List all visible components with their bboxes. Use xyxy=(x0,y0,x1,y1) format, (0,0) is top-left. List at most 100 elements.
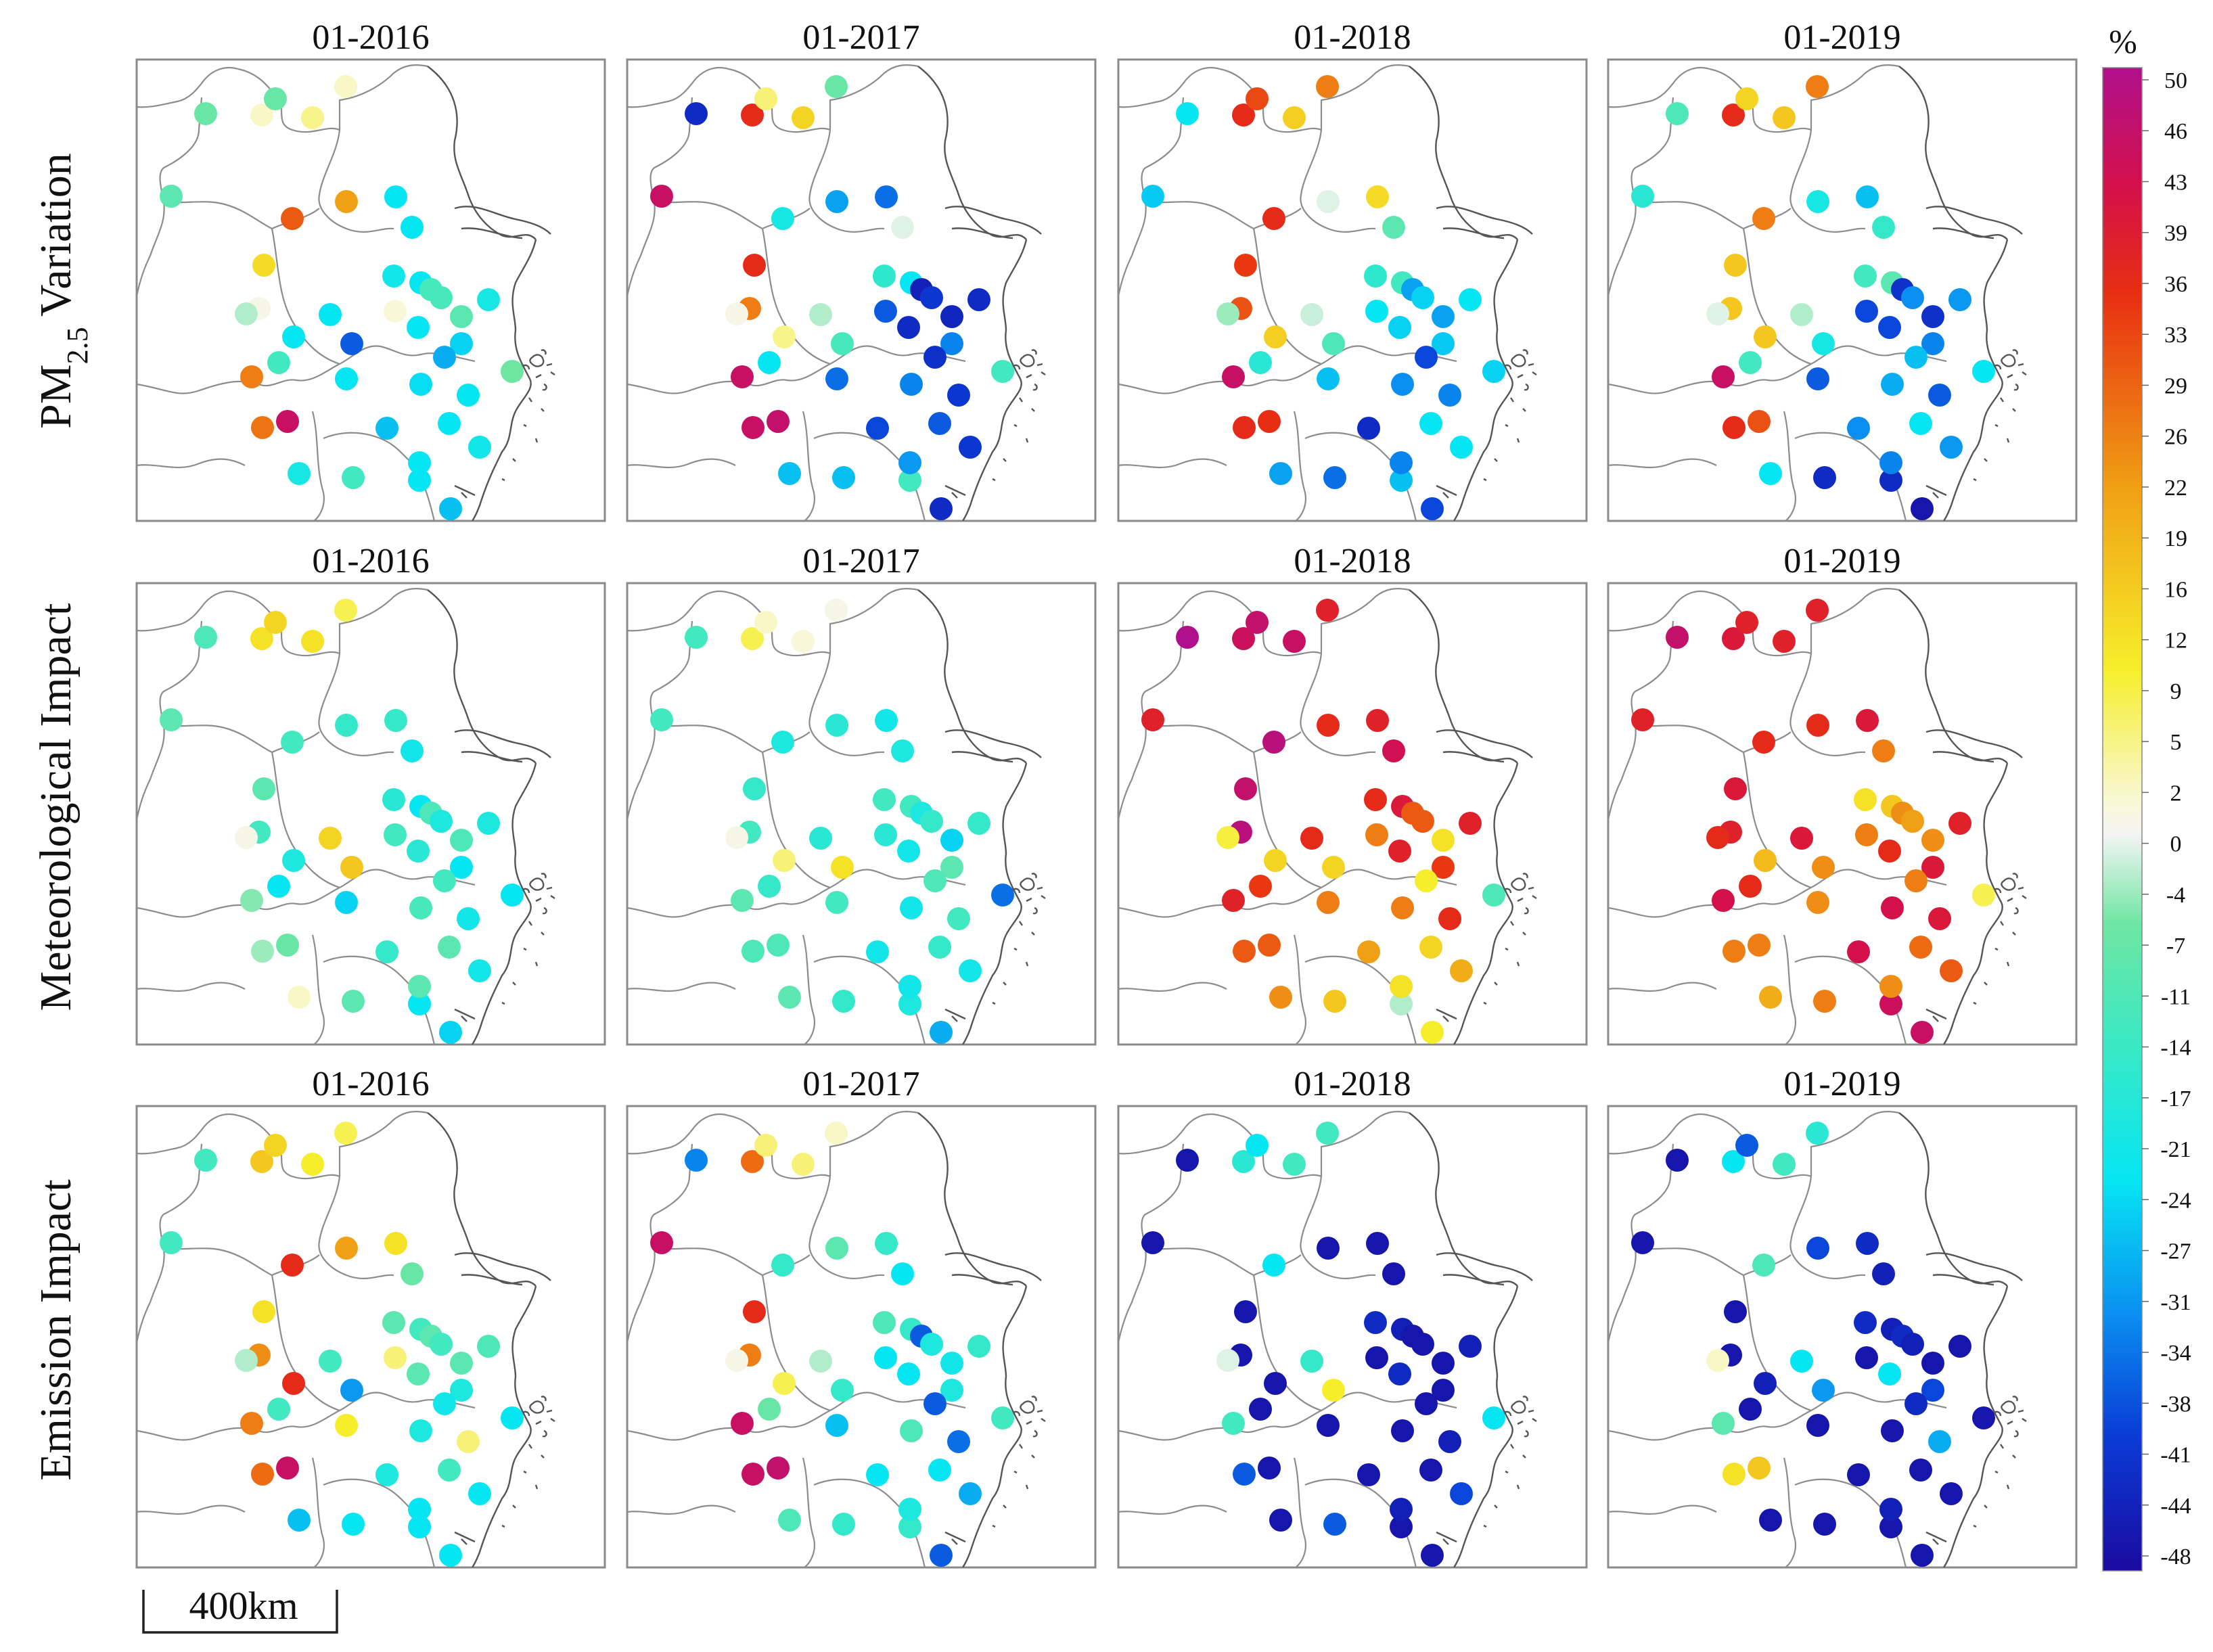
site-marker xyxy=(1806,190,1829,213)
site-marker xyxy=(1909,936,1932,959)
site-marker xyxy=(1878,1362,1901,1385)
scale-bar: 400km xyxy=(142,1584,338,1634)
site-marker xyxy=(1390,451,1413,474)
panel-frame xyxy=(1607,58,2078,522)
site-marker xyxy=(1391,373,1414,396)
colorbar-tick-label: -24 xyxy=(2160,1188,2191,1213)
site-marker xyxy=(1813,1513,1836,1536)
site-marker xyxy=(743,1300,766,1323)
site-marker xyxy=(650,185,673,208)
site-marker xyxy=(1232,104,1255,127)
site-marker xyxy=(1722,627,1745,650)
site-marker xyxy=(1357,417,1380,440)
site-marker xyxy=(252,1300,275,1323)
site-marker xyxy=(1723,416,1746,439)
site-marker xyxy=(875,709,898,732)
site-marker xyxy=(1872,739,1895,762)
site-marker xyxy=(240,365,263,388)
site-marker xyxy=(264,87,287,110)
colorbar-tick-label: -34 xyxy=(2160,1341,2191,1366)
site-marker xyxy=(1317,367,1340,390)
site-marker xyxy=(825,190,848,213)
site-marker xyxy=(1176,626,1199,649)
site-marker xyxy=(468,436,491,459)
site-marker xyxy=(382,788,405,811)
colorbar-tick-label: 36 xyxy=(2164,272,2187,297)
site-marker xyxy=(1141,1231,1164,1254)
site-marker xyxy=(1878,840,1901,863)
site-marker xyxy=(773,849,796,872)
site-marker xyxy=(1812,332,1835,355)
site-marker xyxy=(1948,288,1971,311)
site-marker xyxy=(1176,1149,1199,1172)
site-marker xyxy=(1432,856,1455,879)
colorbar-tick-label: -7 xyxy=(2166,934,2185,959)
site-marker xyxy=(430,286,453,309)
site-marker xyxy=(1391,896,1414,919)
panel-frame xyxy=(1607,582,2078,1046)
site-marker xyxy=(433,869,456,892)
panel-title: 01-2019 xyxy=(1783,1065,1900,1103)
site-marker xyxy=(1365,300,1388,323)
site-marker xyxy=(1940,1482,1963,1505)
site-marker xyxy=(1972,1406,1995,1429)
site-marker xyxy=(1921,829,1944,852)
site-marker xyxy=(1948,1335,1971,1358)
site-marker xyxy=(477,288,500,311)
colorbar-tick-label: 12 xyxy=(2164,628,2187,653)
site-marker xyxy=(342,1513,365,1536)
site-marker xyxy=(1972,884,1995,907)
colorbar-tick-label: 5 xyxy=(2170,730,2182,755)
site-marker xyxy=(267,1398,290,1421)
site-marker xyxy=(375,417,398,440)
site-marker xyxy=(1364,265,1387,288)
site-marker xyxy=(1879,975,1902,998)
site-marker xyxy=(1322,856,1345,879)
site-marker xyxy=(1450,959,1473,982)
site-marker xyxy=(1233,1463,1256,1486)
site-marker xyxy=(1283,630,1306,653)
site-marker xyxy=(754,1134,777,1157)
site-marker xyxy=(967,288,990,311)
site-marker xyxy=(281,731,304,754)
site-marker xyxy=(809,303,832,326)
site-marker xyxy=(1739,1398,1762,1421)
colorbar-tick-label: -27 xyxy=(2160,1239,2191,1264)
site-marker xyxy=(334,75,357,98)
site-marker xyxy=(1246,1134,1269,1157)
panel-title: 01-2019 xyxy=(1783,18,1900,57)
site-marker xyxy=(382,1311,405,1334)
site-marker xyxy=(301,630,324,653)
site-marker xyxy=(1854,1311,1877,1334)
site-marker xyxy=(1773,106,1796,129)
site-marker xyxy=(335,1237,358,1260)
site-marker xyxy=(947,1430,970,1453)
site-marker xyxy=(438,936,461,959)
site-marker xyxy=(742,940,765,963)
site-marker xyxy=(1856,1232,1879,1255)
site-marker xyxy=(923,1392,946,1415)
site-marker xyxy=(1438,1430,1461,1453)
site-marker xyxy=(940,829,963,852)
site-marker xyxy=(1364,788,1387,811)
site-marker xyxy=(771,731,794,754)
colorbar-strip xyxy=(2102,67,2143,1571)
map-panel: 01-2016 xyxy=(135,542,606,1046)
site-marker xyxy=(1391,1419,1414,1442)
site-marker xyxy=(1388,1362,1411,1385)
site-marker xyxy=(967,1335,990,1358)
site-marker xyxy=(1911,1544,1934,1567)
site-marker xyxy=(685,626,708,649)
site-marker xyxy=(891,739,914,762)
site-marker xyxy=(457,907,480,930)
site-marker xyxy=(1262,1254,1285,1277)
site-marker xyxy=(1390,469,1413,492)
site-marker xyxy=(1357,940,1380,963)
site-marker xyxy=(758,875,781,898)
site-marker xyxy=(825,1414,848,1437)
site-marker xyxy=(1909,412,1932,435)
site-marker xyxy=(401,216,424,239)
site-marker xyxy=(335,367,358,390)
site-marker xyxy=(407,316,430,339)
map-panel: 01-2018 xyxy=(1117,542,1588,1046)
